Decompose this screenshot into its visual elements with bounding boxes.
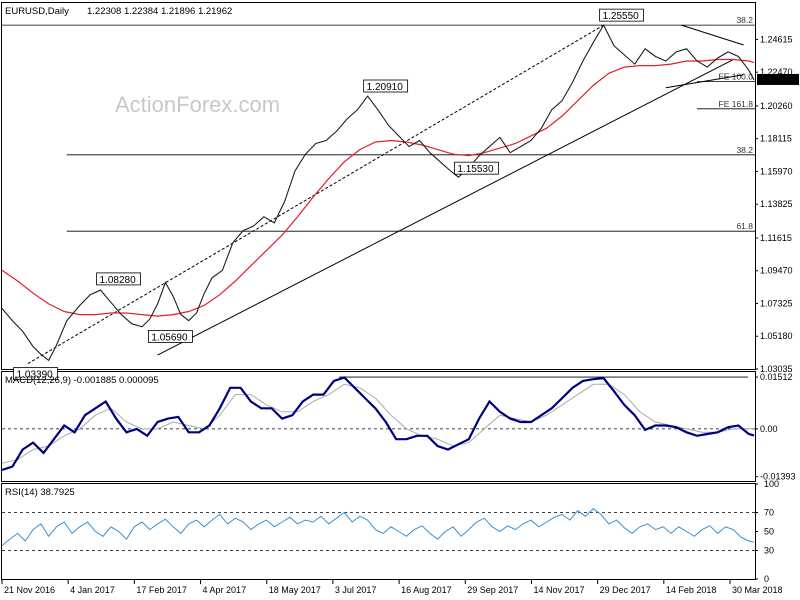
- macd-title: MACD(12,26,9) -0.001885 0.000095: [5, 375, 159, 386]
- callout-label: 1.03390: [17, 370, 54, 381]
- x-tick-label: 29 Dec 2017: [600, 585, 651, 595]
- trendline: [157, 59, 734, 356]
- macd-y-tick-label: -0.01393: [760, 472, 796, 482]
- price-y-tick-label: 1.05180: [760, 331, 793, 341]
- rsi-y-axis: 100 70 50 30 0: [755, 479, 779, 584]
- callout-box: [363, 79, 409, 93]
- price-y-axis: 1.24615 1.22470 1.20260 1.18115 1.15970 1.138…: [755, 34, 793, 374]
- ma-line: [1, 58, 755, 317]
- rsi-series: [1, 508, 755, 547]
- fib-level-label: 38.2: [736, 145, 753, 155]
- price-y-tick-label: 1.07325: [760, 298, 793, 308]
- watermark: ActionForex.com: [115, 92, 280, 117]
- x-tick-label: 3 Jul 2017: [335, 585, 377, 595]
- x-tick-label: 4 Apr 2017: [203, 585, 247, 595]
- price-y-tick-label: 1.03035: [760, 364, 793, 374]
- callout-label: 1.25550: [603, 11, 640, 22]
- callout-box: [96, 272, 141, 286]
- macd-panel-frame: [1, 371, 756, 482]
- current-price-tag-text: 1.21962: [760, 75, 793, 85]
- callout-box: [147, 330, 193, 343]
- callout-box: [13, 367, 58, 380]
- price-y-tick-label: 1.11615: [760, 233, 792, 243]
- x-tick-label: 18 May 2017: [269, 585, 321, 595]
- callout-label: 1.15530: [457, 164, 494, 175]
- rsi-line: [1, 508, 755, 551]
- macd-lines: [1, 376, 755, 472]
- fib-level-label: 61.8: [736, 221, 753, 231]
- price-series: [1, 23, 755, 362]
- price-y-tick-label: 1.24615: [760, 34, 793, 44]
- x-tick-label: 21 Nov 2016: [4, 585, 55, 595]
- x-tick-label: 14 Nov 2017: [533, 585, 584, 595]
- macd-y-tick-label: 0.01512: [760, 372, 793, 382]
- price-y-tick-label: 1.15970: [760, 166, 793, 176]
- fib-levels: 38.2 FE 100.0 FE 161.8 38.2 61.8: [2, 15, 755, 232]
- price-y-tick-label: 1.18115: [760, 134, 792, 144]
- macd-series: [1, 376, 755, 472]
- symbol-label: EURUSD,Daily: [5, 6, 69, 17]
- fib-level-label: 38.2: [736, 15, 753, 25]
- price-y-tick-label: 1.22470: [760, 67, 793, 77]
- rsi-y-tick-label: 70: [764, 508, 774, 518]
- callout-label: 1.05690: [151, 332, 188, 343]
- ohlc-label: 1.22308 1.22384 1.21896 1.21962: [87, 6, 232, 17]
- fib-level-label: FE 100.0: [719, 72, 754, 82]
- callout-box: [453, 161, 499, 175]
- rsi-y-tick-label: 100: [764, 479, 779, 489]
- price-y-tick-label: 1.13825: [760, 199, 793, 209]
- price-y-tick-label: 1.20260: [760, 101, 793, 111]
- x-tick-label: 17 Feb 2017: [136, 585, 187, 595]
- price-y-tick-label: 1.09470: [760, 266, 793, 276]
- current-price-tag-bg: [757, 73, 799, 85]
- price-panel-frame: [1, 2, 756, 370]
- x-tick-label: 14 Feb 2018: [666, 585, 717, 595]
- fib-level-label: FE 161.8: [719, 99, 754, 109]
- x-tick-label: 16 Aug 2017: [401, 585, 452, 595]
- current-price-tag: 1.21962: [757, 73, 799, 85]
- callout-label: 1.08280: [100, 275, 137, 286]
- callout-box: [599, 8, 644, 22]
- chart-header: EURUSD,Daily 1.22308 1.22384 1.21896 1.2…: [5, 6, 232, 17]
- trendline: [27, 24, 604, 365]
- macd-signal-series: [1, 383, 754, 464]
- callout-label: 1.20910: [367, 82, 404, 93]
- trendlines: [27, 24, 744, 365]
- rsi-title: RSI(14) 38.7925: [5, 487, 75, 498]
- trendline: [665, 74, 744, 89]
- x-axis: 21 Nov 2016 4 Jan 2017 17 Feb 2017 4 Apr 20…: [1, 580, 783, 595]
- rsi-y-tick-label: 50: [764, 527, 774, 537]
- rsi-y-tick-label: 30: [764, 546, 774, 556]
- rsi-y-tick-label: 0: [764, 574, 769, 584]
- price-callouts: 1.03390 1.08280 1.05690 1.20910 1.15530 1.255…: [13, 8, 644, 381]
- macd-y-tick-label: 0.00: [760, 424, 778, 434]
- ma-series: [1, 58, 755, 317]
- trendline: [681, 24, 744, 46]
- price-line: [1, 23, 755, 362]
- x-tick-label: 30 Mar 2018: [732, 585, 783, 595]
- x-tick-label: 29 Sep 2017: [467, 585, 518, 595]
- x-tick-label: 4 Jan 2017: [70, 585, 115, 595]
- macd-y-axis: 0.01512 0.00 -0.01393: [755, 372, 796, 482]
